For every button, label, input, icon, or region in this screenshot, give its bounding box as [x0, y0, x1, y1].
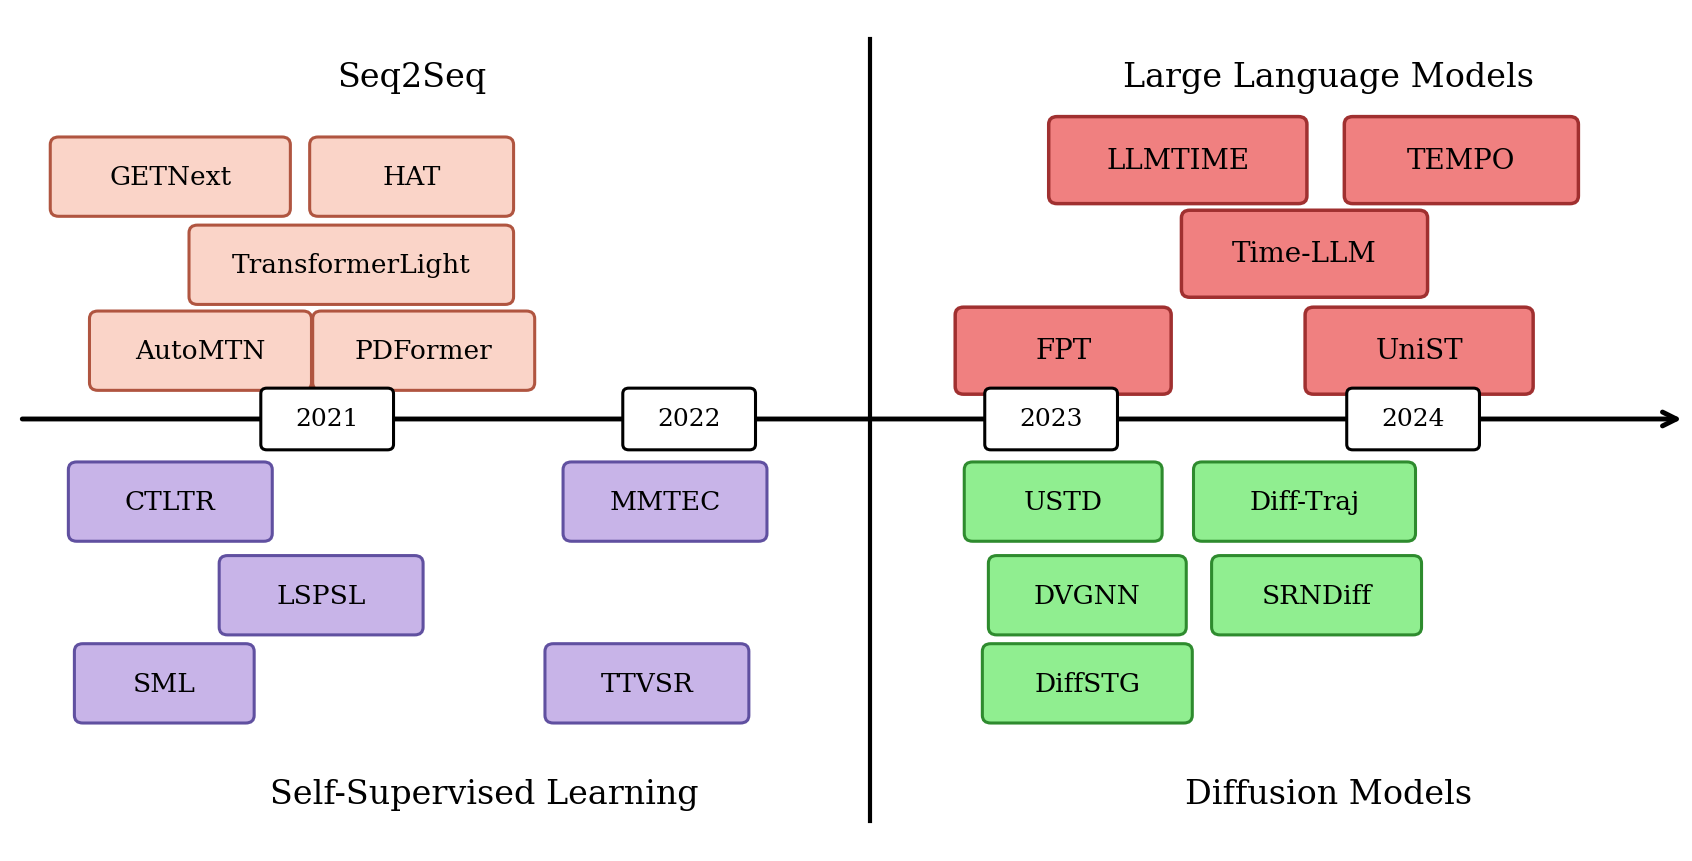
Text: Diff-Traj: Diff-Traj — [1249, 490, 1360, 515]
Text: TTVSR: TTVSR — [601, 671, 694, 696]
FancyBboxPatch shape — [1193, 462, 1416, 542]
Text: FPT: FPT — [1036, 338, 1091, 365]
FancyBboxPatch shape — [1347, 388, 1479, 450]
FancyBboxPatch shape — [545, 644, 750, 723]
Text: USTD: USTD — [1024, 490, 1103, 515]
Text: PDFormer: PDFormer — [355, 338, 492, 363]
FancyBboxPatch shape — [563, 462, 766, 542]
Text: Diffusion Models: Diffusion Models — [1184, 777, 1472, 809]
Text: HAT: HAT — [382, 165, 442, 190]
Text: Seq2Seq: Seq2Seq — [337, 63, 486, 95]
FancyBboxPatch shape — [956, 308, 1171, 394]
Text: DiffSTG: DiffSTG — [1034, 671, 1140, 696]
Text: CTLTR: CTLTR — [125, 490, 215, 515]
FancyBboxPatch shape — [313, 312, 535, 391]
Text: SRNDiff: SRNDiff — [1262, 583, 1372, 608]
FancyBboxPatch shape — [1211, 556, 1421, 635]
Text: MMTEC: MMTEC — [609, 490, 721, 515]
FancyBboxPatch shape — [983, 644, 1193, 723]
FancyBboxPatch shape — [310, 138, 514, 217]
FancyBboxPatch shape — [220, 556, 423, 635]
Text: 2022: 2022 — [658, 408, 721, 431]
Text: Time-LLM: Time-LLM — [1232, 241, 1377, 268]
Text: Self-Supervised Learning: Self-Supervised Learning — [269, 777, 699, 809]
Text: UniST: UniST — [1376, 338, 1464, 365]
Text: 2023: 2023 — [1019, 408, 1083, 431]
Text: LSPSL: LSPSL — [276, 583, 365, 608]
FancyBboxPatch shape — [1181, 211, 1428, 298]
Text: Large Language Models: Large Language Models — [1123, 63, 1535, 95]
Text: TEMPO: TEMPO — [1408, 147, 1516, 175]
Text: LLMTIME: LLMTIME — [1107, 147, 1249, 175]
Text: SML: SML — [134, 671, 196, 696]
Text: TransformerLight: TransformerLight — [232, 253, 470, 278]
FancyBboxPatch shape — [90, 312, 311, 391]
FancyBboxPatch shape — [988, 556, 1186, 635]
Text: 2024: 2024 — [1381, 408, 1445, 431]
FancyBboxPatch shape — [261, 388, 394, 450]
FancyBboxPatch shape — [964, 462, 1162, 542]
FancyBboxPatch shape — [68, 462, 272, 542]
FancyBboxPatch shape — [51, 138, 291, 217]
Text: AutoMTN: AutoMTN — [135, 338, 266, 363]
FancyBboxPatch shape — [1345, 117, 1579, 204]
Text: 2021: 2021 — [296, 408, 359, 431]
FancyBboxPatch shape — [623, 388, 756, 450]
FancyBboxPatch shape — [1049, 117, 1306, 204]
FancyBboxPatch shape — [190, 226, 514, 305]
FancyBboxPatch shape — [74, 644, 254, 723]
Text: DVGNN: DVGNN — [1034, 583, 1140, 608]
Text: GETNext: GETNext — [110, 165, 232, 190]
FancyBboxPatch shape — [1305, 308, 1533, 394]
FancyBboxPatch shape — [985, 388, 1117, 450]
